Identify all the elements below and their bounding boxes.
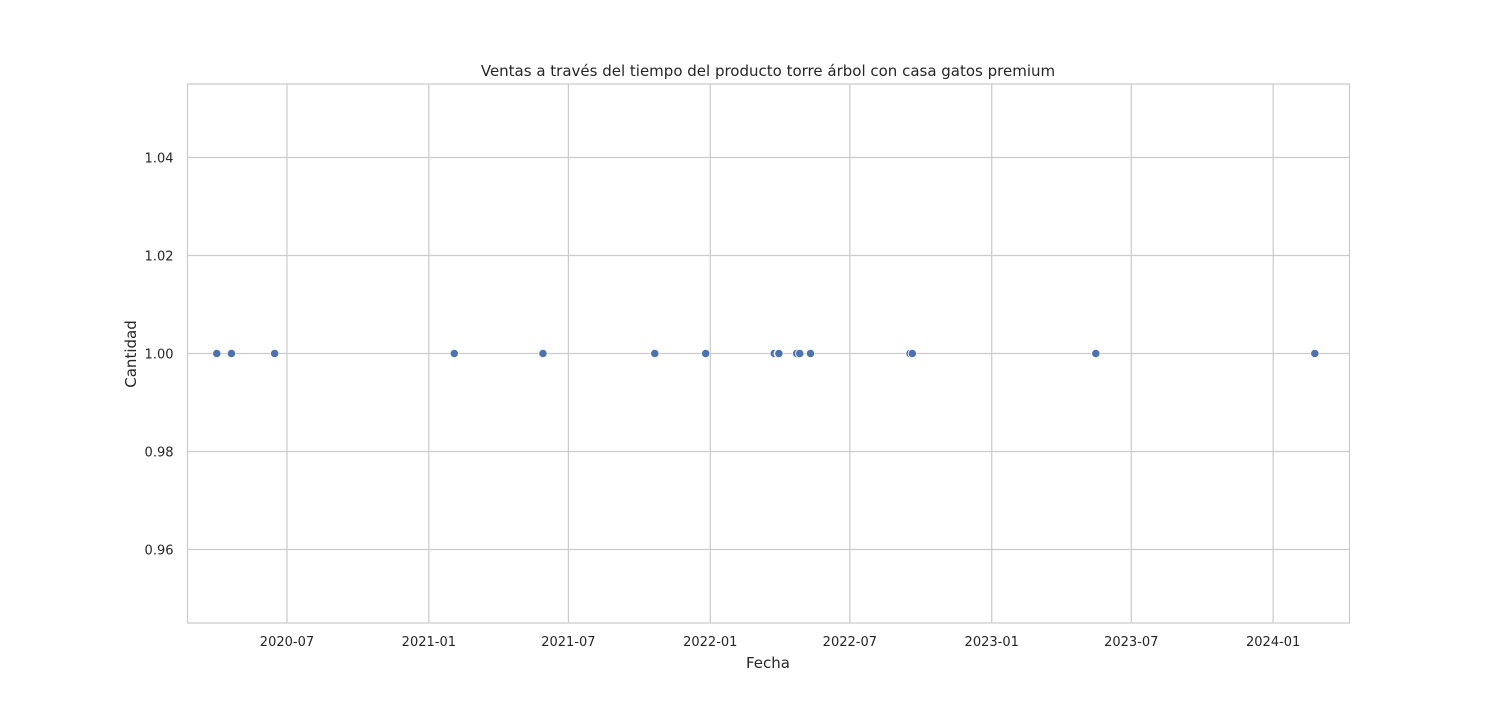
y-tick-label: 1.04 <box>145 152 174 167</box>
data-point <box>226 348 237 359</box>
x-tick-label: 2024-01 <box>1246 635 1300 650</box>
data-point <box>774 348 784 359</box>
x-tick-label: 2023-01 <box>965 635 1019 650</box>
y-tick-label: 1.02 <box>145 250 174 265</box>
data-point <box>795 348 805 359</box>
data-points <box>212 348 1320 359</box>
x-tick-label: 2020-07 <box>260 635 314 650</box>
plot-frame <box>186 83 1351 624</box>
x-axis-label: Fecha <box>746 654 790 672</box>
data-point <box>270 348 280 359</box>
y-tick-label: 0.98 <box>145 446 174 461</box>
data-point <box>1310 348 1320 359</box>
x-tick-label: 2023-07 <box>1104 635 1158 650</box>
y-tick-labels: 0.96 0.98 1.00 1.02 1.04 <box>145 152 174 559</box>
data-point <box>650 348 660 359</box>
y-axis-label: Cantidad <box>122 320 140 387</box>
y-tick-label: 0.96 <box>145 544 174 559</box>
data-point <box>1091 348 1101 359</box>
data-point <box>907 348 917 359</box>
data-point <box>449 348 459 359</box>
data-point <box>701 348 711 359</box>
x-tick-labels: 2020-07 2021-01 2021-07 2022-01 2022-07 2023-… <box>260 635 1301 650</box>
data-point <box>212 348 222 359</box>
chart-title: Ventas a través del tiempo del producto … <box>481 62 1055 80</box>
y-tick-label: 1.00 <box>145 348 174 363</box>
data-point <box>805 348 816 359</box>
x-tick-label: 2021-07 <box>541 635 595 650</box>
grid-lines <box>187 84 1350 623</box>
data-point <box>538 348 548 359</box>
x-tick-label: 2021-01 <box>402 635 456 650</box>
x-tick-label: 2022-07 <box>823 635 877 650</box>
x-tick-label: 2022-01 <box>683 635 737 650</box>
